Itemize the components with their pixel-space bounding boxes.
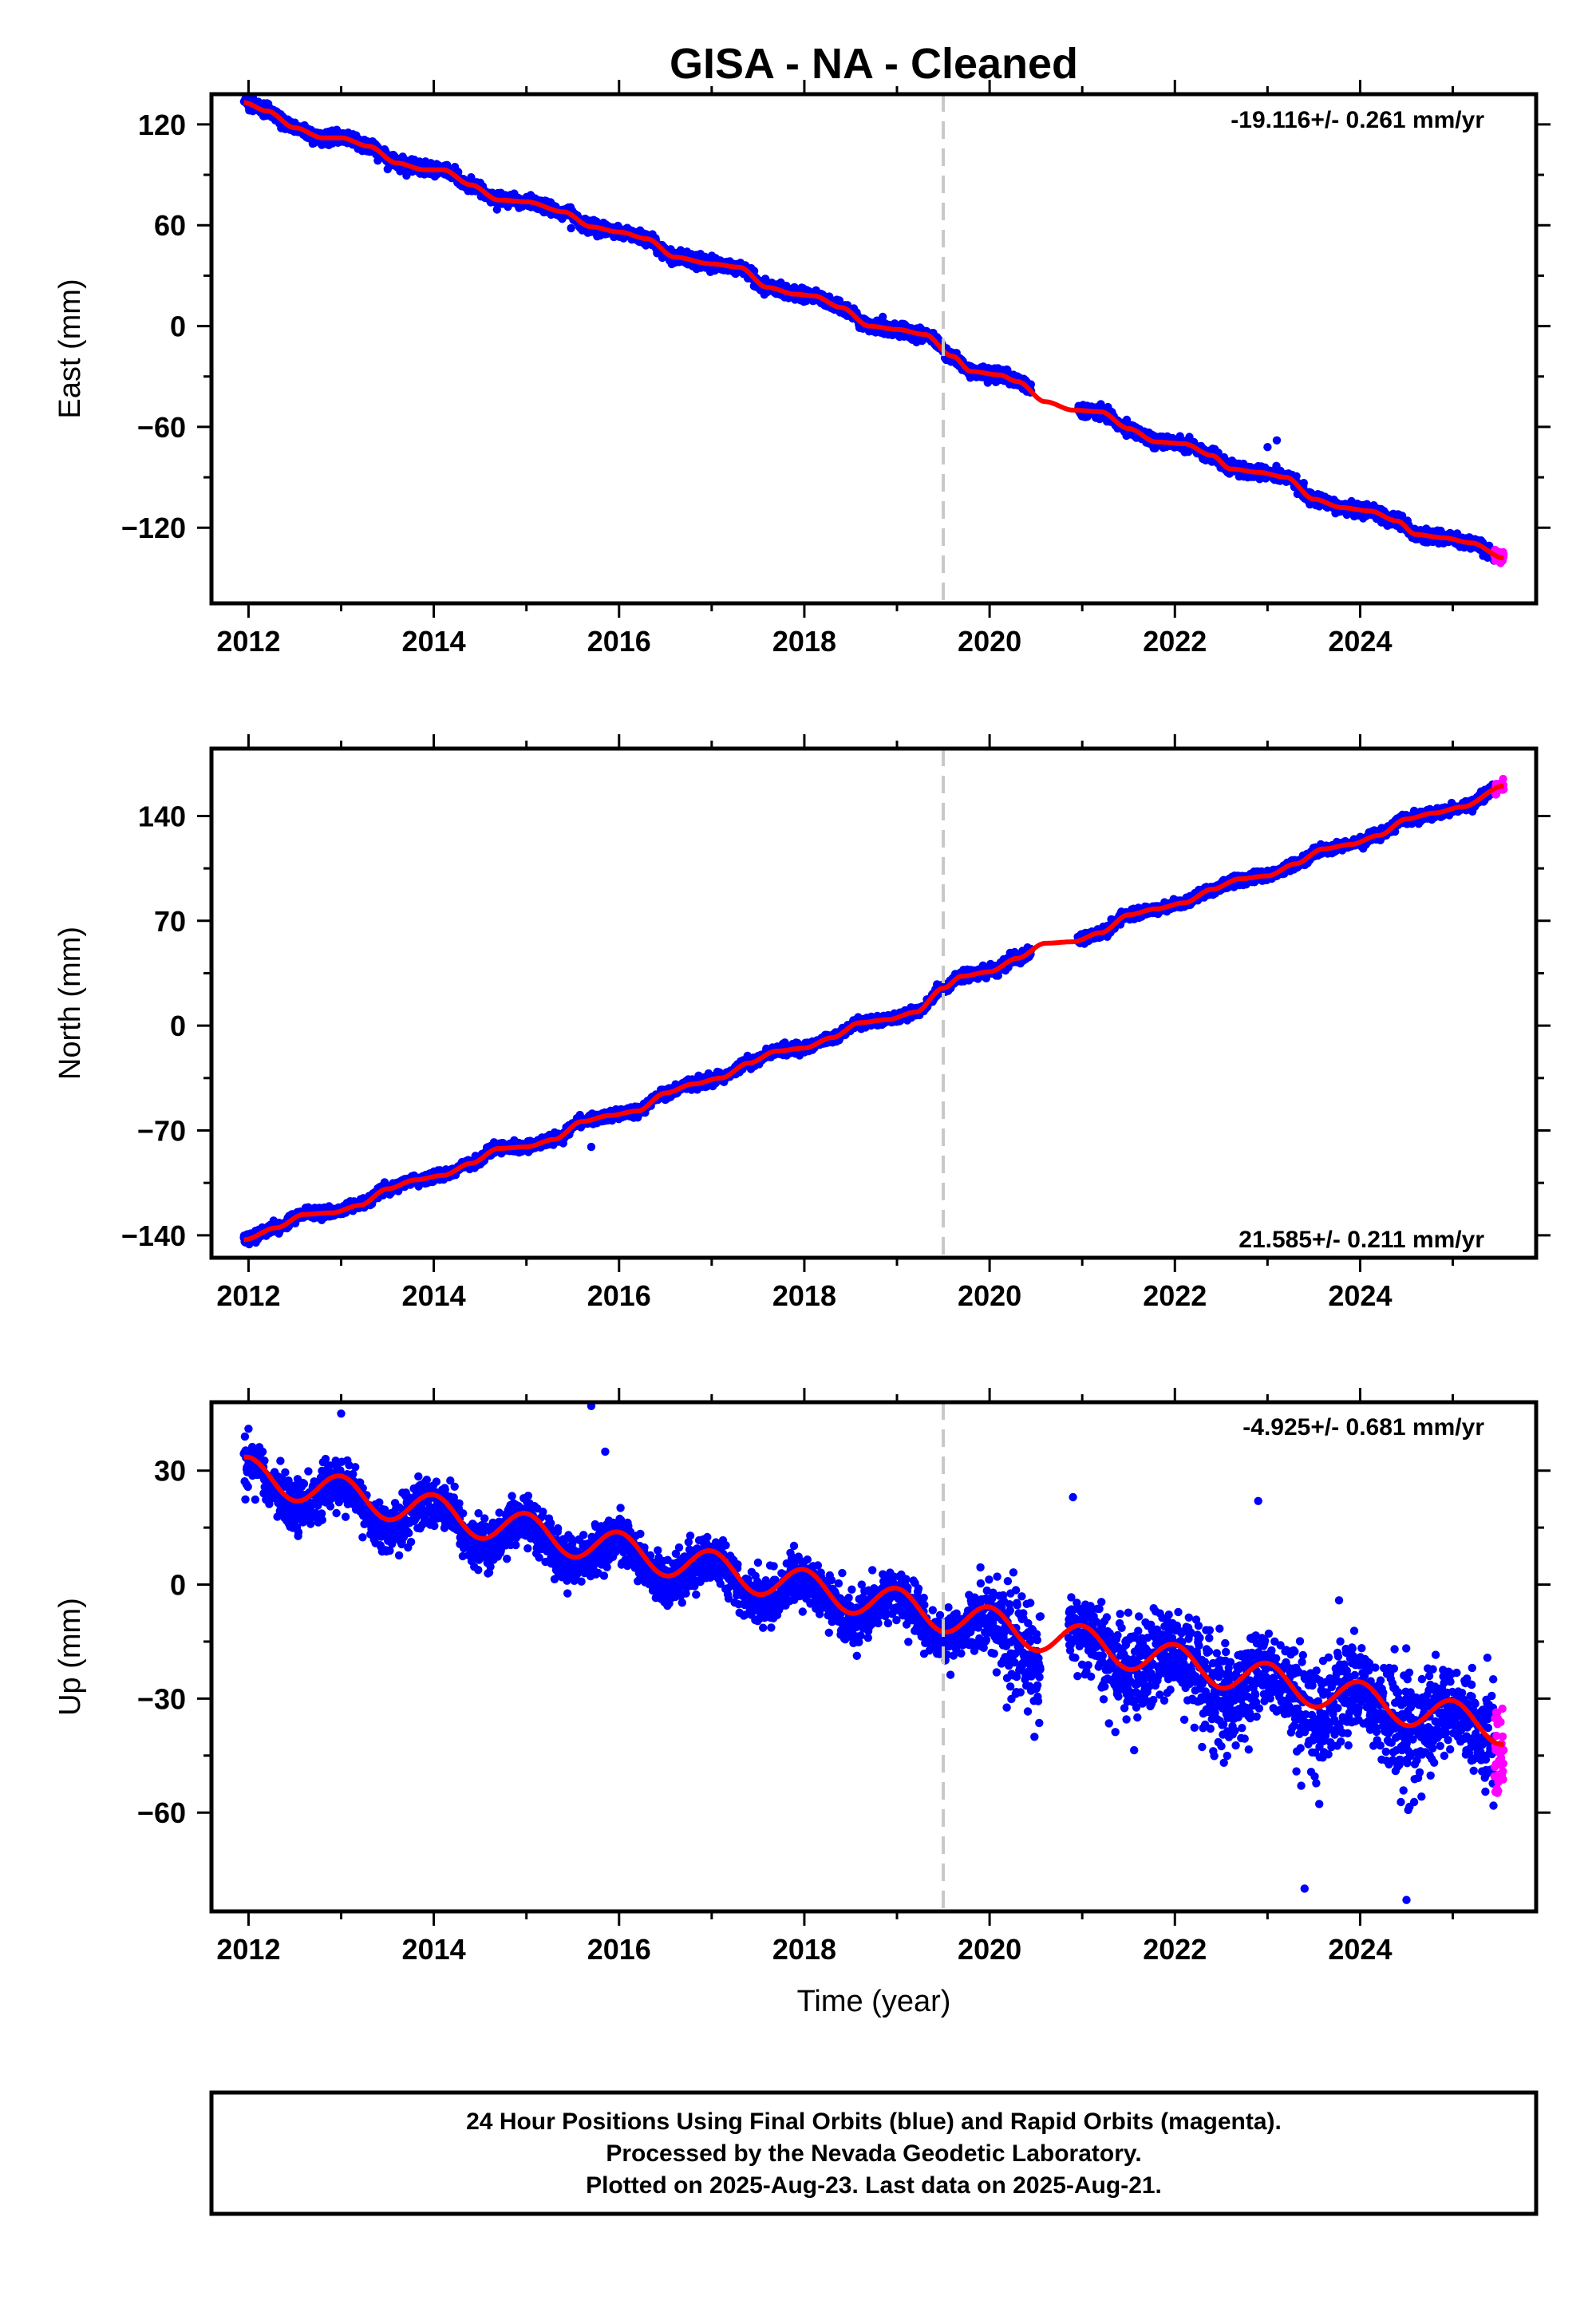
east-ytick-label: 120 xyxy=(138,109,186,141)
east-data-point xyxy=(879,312,887,322)
east-xtick-label: 2018 xyxy=(772,625,836,658)
north-plot-area xyxy=(239,774,1508,1249)
east-xtick-label: 2022 xyxy=(1143,625,1207,658)
east-outlier-point xyxy=(1263,443,1272,452)
east-plot-area xyxy=(239,94,1508,567)
east-data-point xyxy=(567,223,575,233)
east-data-point xyxy=(402,171,411,180)
north-panel: 2012 2014 2016 2018 2020 2022 2024140700−70−14… xyxy=(53,734,1551,1312)
east-ytick-label: 60 xyxy=(154,209,186,242)
east-data-point xyxy=(1299,479,1309,488)
east-xtick-label: 2024 xyxy=(1328,625,1392,658)
east-axes-frame xyxy=(209,92,1539,606)
east-data-point xyxy=(492,205,501,214)
east-data-point xyxy=(1292,472,1301,480)
east-rate-annotation: -19.116+/- 0.261 mm/yr xyxy=(1231,107,1484,133)
east-outlier-point xyxy=(1272,436,1282,445)
east-y-axis-label: East (mm) xyxy=(53,279,87,418)
east-xtick-label: 2016 xyxy=(587,625,651,658)
east-xtick-label: 2012 xyxy=(216,625,280,658)
east-xtick-label: 2020 xyxy=(958,625,1021,658)
east-ytick-label: −120 xyxy=(121,512,186,544)
east-xtick-label: 2014 xyxy=(402,625,466,658)
east-ytick-label: 0 xyxy=(170,310,186,343)
east-panel: 2012 2014 2016 2018 2020 2022 2024 120 60 0 −60 −12… xyxy=(53,80,1551,658)
figure-title: GISA - NA - Cleaned xyxy=(670,40,1078,88)
east-fit-line xyxy=(243,100,1504,561)
east-ytick-label: −60 xyxy=(137,411,186,444)
